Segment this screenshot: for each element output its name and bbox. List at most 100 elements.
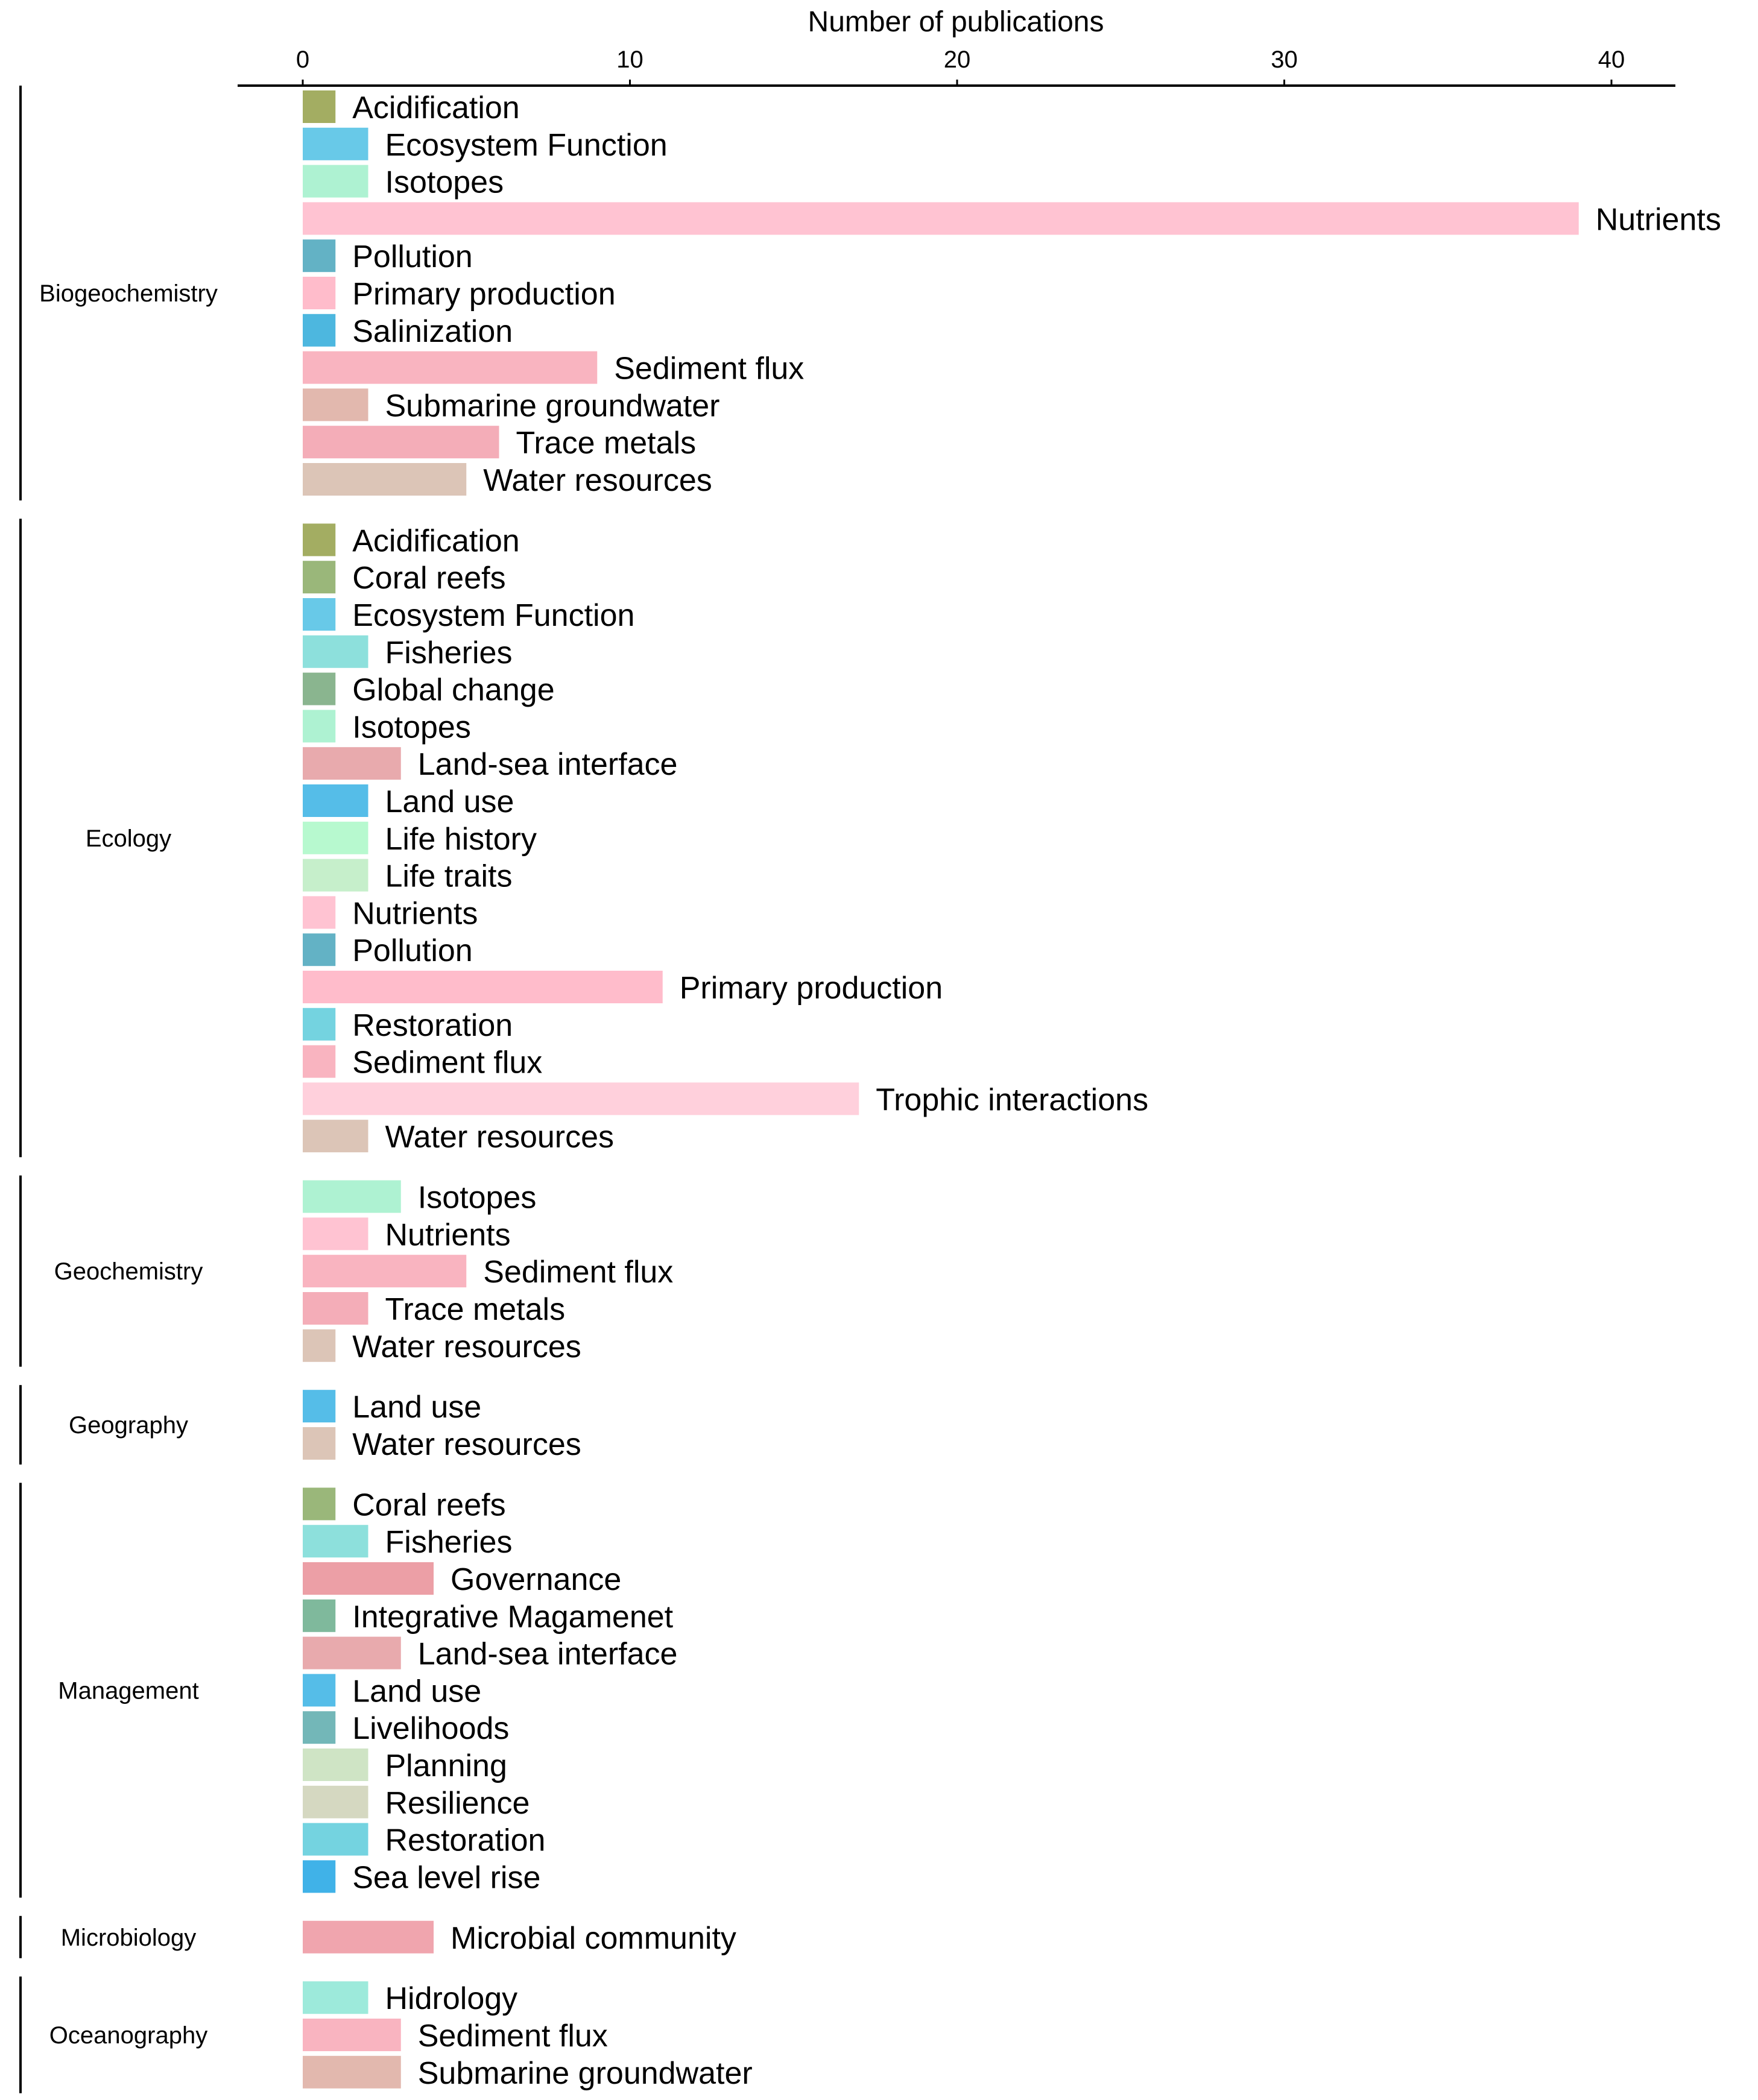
bar-label: Global change xyxy=(352,673,554,708)
bar xyxy=(303,635,368,668)
bar xyxy=(303,1525,368,1558)
bar xyxy=(303,1711,336,1744)
bar xyxy=(303,165,368,198)
bar-label: Coral reefs xyxy=(352,1487,505,1522)
bar-label: Land use xyxy=(352,1390,481,1425)
bar-item: Acidification xyxy=(303,523,520,558)
bar-label: Land-sea interface xyxy=(418,747,678,782)
bar-item: Land use xyxy=(303,1390,481,1425)
bar-item: Water resources xyxy=(303,1329,581,1364)
x-tick-label: 40 xyxy=(1598,46,1625,73)
group-label: Geochemistry xyxy=(54,1258,203,1285)
bar-label: Acidification xyxy=(352,90,519,125)
bar xyxy=(303,896,336,929)
bar xyxy=(303,859,368,892)
bar-item: Sediment flux xyxy=(303,2019,608,2054)
bar-label: Trophic interactions xyxy=(876,1082,1148,1117)
bar-item: Hidrology xyxy=(303,1981,517,2016)
bar-item: Coral reefs xyxy=(303,561,506,596)
bar-label: Governance xyxy=(451,1562,621,1597)
bar-item: Trace metals xyxy=(303,1292,565,1327)
bar-item: Pollution xyxy=(303,933,473,968)
bar xyxy=(303,1329,336,1362)
bar-label: Isotopes xyxy=(418,1181,537,1216)
bar-item: Livelihoods xyxy=(303,1711,509,1746)
group-label: Management xyxy=(58,1677,198,1704)
bar-item: Planning xyxy=(303,1748,507,1783)
category-groups: Biogeochemistry Ecology Geochemistry Geogra… xyxy=(19,86,218,2093)
bar-item: Isotopes xyxy=(303,165,504,200)
bar xyxy=(303,784,368,817)
bar-label: Water resources xyxy=(483,463,712,498)
bar xyxy=(303,1292,368,1325)
bar-item: Ecosystem Function xyxy=(303,598,634,633)
bar-item: Submarine groundwater xyxy=(303,388,720,423)
bar-label: Isotopes xyxy=(352,710,471,745)
x-tick-label: 10 xyxy=(616,46,643,73)
bar-item: Isotopes xyxy=(303,710,471,745)
bar-item: Nutrients xyxy=(303,202,1721,237)
bar-label: Nutrients xyxy=(352,896,478,931)
bar xyxy=(303,2019,401,2051)
bar-item: Global change xyxy=(303,672,555,708)
bar xyxy=(303,710,336,743)
bar xyxy=(303,1045,336,1078)
group-label: Oceanography xyxy=(49,2022,207,2049)
bar-item: Sediment flux xyxy=(303,351,804,386)
bar xyxy=(303,1981,368,2014)
bar xyxy=(303,202,1579,235)
bar-item: Sediment flux xyxy=(303,1255,673,1290)
bar xyxy=(303,1674,336,1707)
bar-label: Nutrients xyxy=(1596,202,1721,237)
bar-item: Trace metals xyxy=(303,426,696,461)
bar-item: Sediment flux xyxy=(303,1045,542,1080)
bar-item: Nutrients xyxy=(303,896,478,931)
bar-item: Land-sea interface xyxy=(303,1636,677,1672)
x-tick-label: 0 xyxy=(296,46,309,73)
bar xyxy=(303,1487,336,1521)
bar-item: Land use xyxy=(303,1674,481,1709)
bar-item: Integrative Magamenet xyxy=(303,1599,674,1635)
bar-item: Restoration xyxy=(303,1007,513,1043)
bar-label: Sediment flux xyxy=(483,1255,673,1290)
bar-label: Sea level rise xyxy=(352,1860,540,1895)
bar-label: Water resources xyxy=(385,1120,615,1155)
bar xyxy=(303,1860,336,1893)
bar-item: Resilience xyxy=(303,1785,530,1821)
bar xyxy=(303,1562,434,1595)
bar-item: Primary production xyxy=(303,277,616,312)
bar xyxy=(303,1255,467,1288)
bar-label: Submarine groundwater xyxy=(418,2056,753,2091)
bar xyxy=(303,1007,336,1041)
bar xyxy=(303,388,368,421)
bar xyxy=(303,523,336,557)
bar xyxy=(303,1082,859,1115)
bar-item: Isotopes xyxy=(303,1180,537,1216)
bar xyxy=(303,463,467,496)
bar-label: Microbial community xyxy=(451,1921,736,1956)
bar-label: Primary production xyxy=(352,277,615,312)
bar xyxy=(303,1390,336,1423)
bar-label: Water resources xyxy=(352,1329,581,1364)
bar-label: Hidrology xyxy=(385,1981,518,2016)
x-tick-label: 20 xyxy=(944,46,971,73)
bar xyxy=(303,1180,401,1213)
bar xyxy=(303,1920,434,1953)
bar-label: Life traits xyxy=(385,859,513,894)
bar-item: Water resources xyxy=(303,1120,614,1155)
bar-item: Restoration xyxy=(303,1823,545,1858)
bar xyxy=(303,1120,368,1153)
bar-label: Integrative Magamenet xyxy=(352,1600,673,1635)
bar-label: Fisheries xyxy=(385,1525,513,1560)
bar-item: Governance xyxy=(303,1562,621,1597)
bar xyxy=(303,933,336,966)
bar xyxy=(303,239,336,273)
bar-label: Planning xyxy=(385,1748,507,1783)
bar xyxy=(303,1427,336,1460)
bar-item: Water resources xyxy=(303,1427,581,1462)
x-axis: 0 10 20 30 40 xyxy=(238,46,1675,87)
bar-label: Nutrients xyxy=(385,1217,511,1252)
x-axis-title: Number of publications xyxy=(808,6,1104,38)
bar-item: Nutrients xyxy=(303,1217,511,1252)
